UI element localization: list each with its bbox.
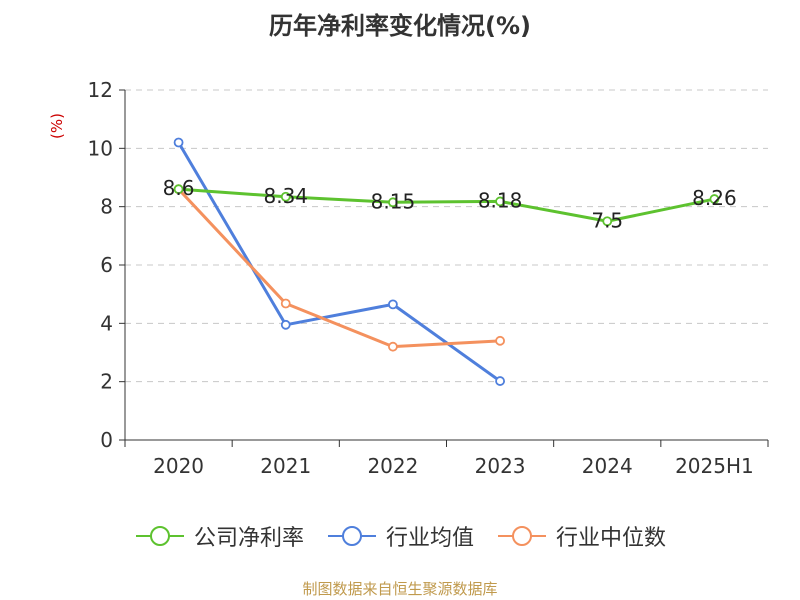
data-point <box>280 298 291 309</box>
data-label: 8.34 <box>263 184 308 208</box>
y-tick-label: 8 <box>100 195 113 219</box>
data-point <box>173 137 184 148</box>
legend-swatch <box>327 526 376 546</box>
y-tick-label: 4 <box>100 311 113 335</box>
data-point <box>388 341 398 352</box>
series-line <box>178 187 715 223</box>
legend-item[interactable]: 行业均值 <box>326 520 474 552</box>
x-tick-label: 2025H1 <box>675 454 754 478</box>
legend: 公司净利率 行业均值 行业中位数 <box>0 520 800 552</box>
data-point <box>388 197 398 208</box>
legend-marker <box>512 526 532 546</box>
legend-swatch <box>135 526 184 546</box>
data-point <box>602 216 613 227</box>
data-label: 7.5 <box>591 208 623 232</box>
legend-item[interactable]: 公司净利率 <box>134 520 304 552</box>
data-labels: 8.6 8.34 8.15 8.18 7.5 8.26 <box>163 176 737 232</box>
x-tick-label: 2023 <box>475 454 526 478</box>
legend-label: 行业中位数 <box>556 526 667 551</box>
data-point <box>388 299 398 310</box>
data-point <box>709 194 720 204</box>
series-lines <box>173 137 720 386</box>
y-tick-label: 2 <box>100 370 113 394</box>
data-point <box>495 376 505 386</box>
x-tick-label: 2022 <box>367 454 418 478</box>
chart-title: 历年净利率变化情况(%) <box>269 12 531 40</box>
legend-label: 行业均值 <box>385 526 474 551</box>
x-tick-label: 2021 <box>260 454 311 478</box>
data-point <box>280 319 291 330</box>
y-tick-label: 0 <box>100 428 113 452</box>
y-tick-label: 6 <box>100 253 113 277</box>
y-tick-label: 12 <box>88 78 113 102</box>
grid-lines <box>125 89 768 383</box>
data-point <box>495 335 505 346</box>
data-point <box>495 196 505 207</box>
legend-item[interactable]: 行业中位数 <box>496 520 666 552</box>
data-point <box>280 191 291 202</box>
data-label: 8.18 <box>478 188 523 212</box>
series-line <box>177 188 501 349</box>
data-label: 8.15 <box>371 189 416 213</box>
legend-swatch <box>498 526 546 546</box>
y-tick-label: 10 <box>88 136 113 160</box>
y-axis-label: (%) <box>48 113 66 139</box>
data-label: 8.26 <box>692 186 737 210</box>
legend-label: 公司净利率 <box>193 526 304 551</box>
legend-marker <box>341 526 362 546</box>
axes: 0 2 4 6 8 10 12 2020 2021 2022 2023 2024 2025H1 <box>88 78 769 478</box>
data-point <box>173 184 184 195</box>
series-line <box>177 141 501 383</box>
source-note: 制图数据来自恒生聚源数据库 <box>302 580 498 598</box>
legend-marker <box>149 526 170 546</box>
x-tick-label: 2024 <box>582 454 633 478</box>
x-tick-label: 2020 <box>153 454 204 478</box>
data-label: 8.6 <box>163 176 195 200</box>
